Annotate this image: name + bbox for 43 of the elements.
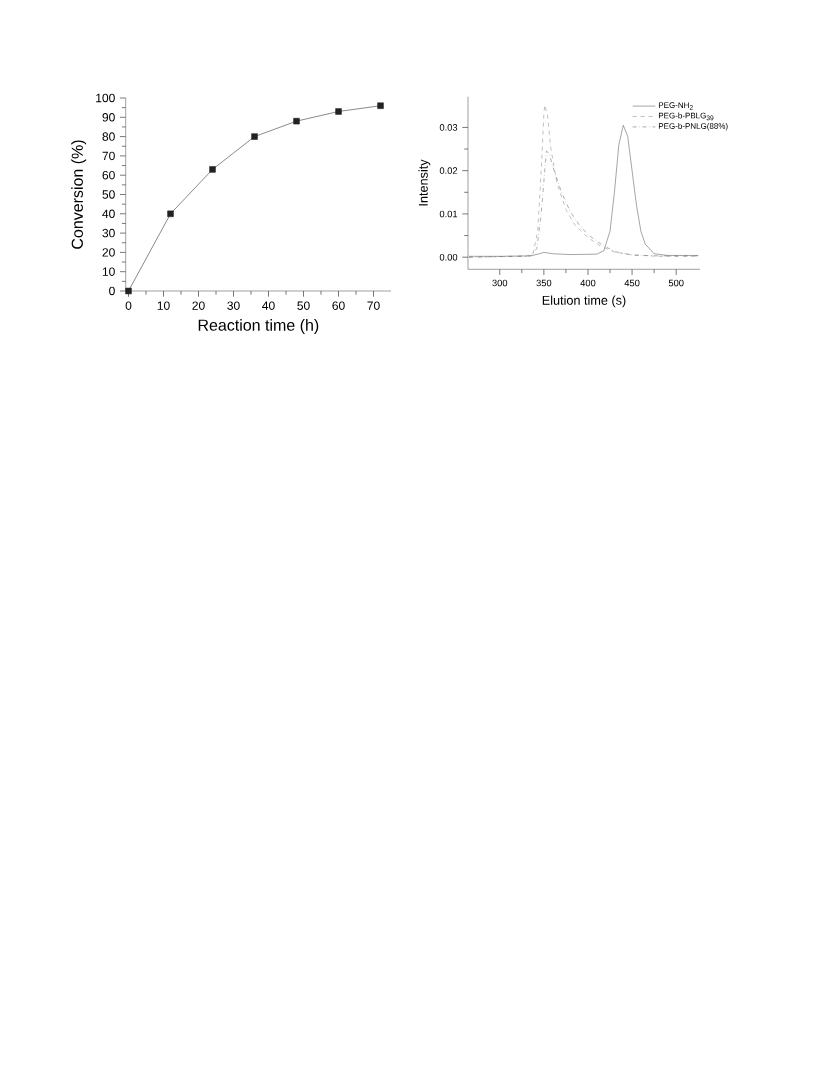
y-tick-label: 30	[102, 228, 115, 238]
y-tick-label: 0.01	[439, 210, 458, 218]
x-tick-label: 20	[192, 301, 205, 310]
y-tick-label: 80	[102, 132, 115, 141]
y-tick-label: 90	[102, 113, 115, 122]
x-tick-label: 60	[332, 301, 345, 310]
point	[335, 108, 342, 115]
point	[125, 287, 132, 295]
point	[209, 166, 216, 173]
point	[293, 117, 300, 125]
x-tick-label: 0	[125, 301, 132, 310]
y-tick-label: 0	[109, 286, 115, 296]
line-series	[468, 150, 699, 258]
x-tick-label: 350	[536, 279, 552, 287]
y-tick-label: 20	[102, 248, 115, 257]
y-tick-label: 0.00	[439, 253, 458, 261]
x-tick-label: 400	[580, 279, 596, 287]
point	[377, 102, 384, 109]
y-tick-label: 10	[102, 267, 115, 276]
y-axis-title: Intensity	[418, 159, 431, 206]
x-axis-title: Reaction time (h)	[198, 319, 319, 334]
y-tick-label: 60	[102, 170, 115, 180]
x-tick-label: 500	[668, 279, 684, 287]
x-tick-label: 300	[492, 279, 508, 287]
x-tick-label: 450	[624, 279, 640, 287]
x-tick-label: 30	[227, 301, 240, 310]
legend-label: PEG-NH$_{2}$	[658, 102, 693, 110]
y-tick-label: 50	[102, 190, 115, 199]
x-tick-label: 50	[297, 301, 310, 310]
y-tick-label: 100	[96, 93, 115, 103]
legend-label: PEG-b-PBLG$_{39}$	[658, 112, 714, 121]
y-tick-label: 70	[102, 151, 115, 161]
x-tick-label: 40	[262, 301, 275, 310]
point	[251, 133, 258, 140]
y-tick-label: 0.03	[439, 124, 458, 131]
x-axis-title: Elution time (s)	[542, 295, 626, 308]
x-tick-label: 70	[367, 301, 380, 310]
x-tick-label: 10	[157, 301, 170, 310]
point	[167, 210, 174, 217]
y-tick-label: 0.02	[439, 167, 458, 174]
y-tick-label: 40	[102, 209, 115, 219]
y-axis-title: Conversion (%)	[71, 140, 87, 249]
legend-label: PEG-b-PNLG(88%)	[658, 122, 728, 131]
